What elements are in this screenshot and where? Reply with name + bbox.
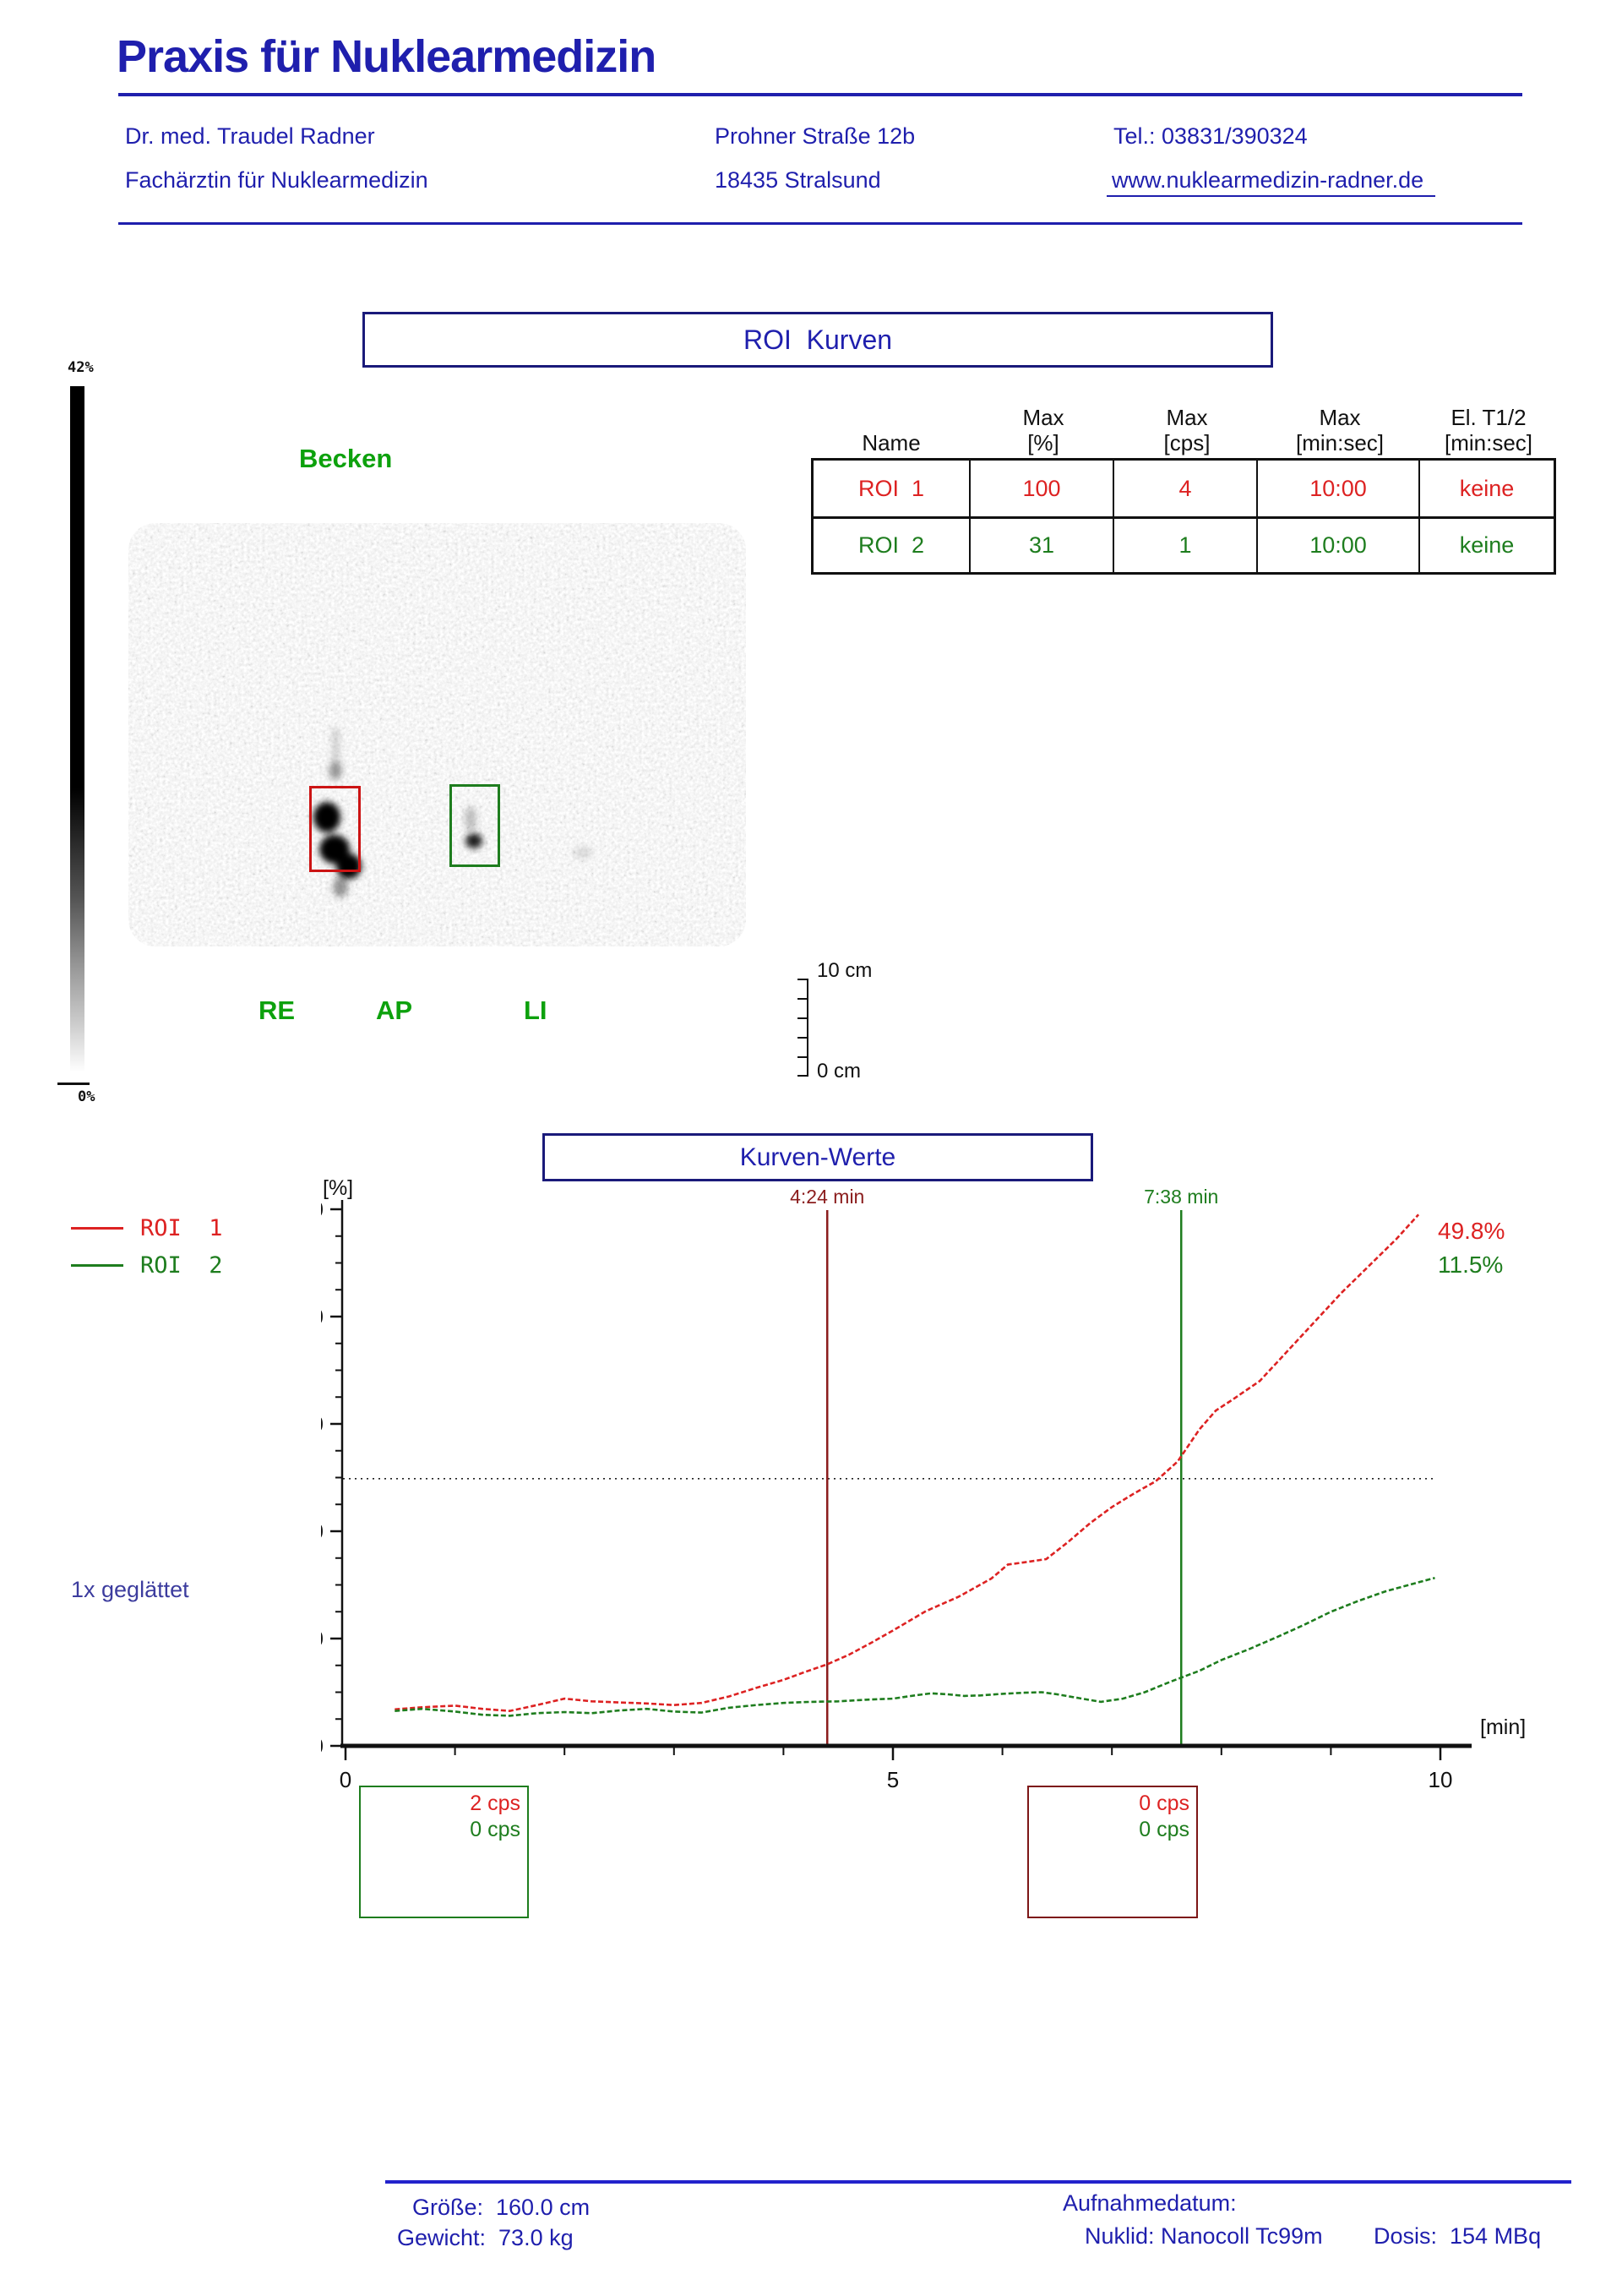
svg-text:0: 0: [340, 1767, 351, 1792]
cm-ruler-tick: [797, 1075, 808, 1077]
roi-table-body: ROI 1 100 4 10:00 keine ROI 2 31 1 10:00…: [811, 458, 1556, 575]
svg-text:11.5%: 11.5%: [1438, 1252, 1503, 1278]
svg-text:100: 100: [321, 1197, 324, 1222]
orientation-label-li: LI: [524, 995, 547, 1025]
legend-label-roi2: ROI 2: [140, 1252, 223, 1279]
nuclide-info: Nuklid: Nanocoll Tc99m: [1085, 2223, 1323, 2249]
svg-text:49.8%: 49.8%: [1438, 1218, 1505, 1244]
event-box-cps-label: 0 cps: [1139, 1792, 1189, 1815]
svg-text:4:24 min: 4:24 min: [790, 1186, 864, 1208]
address-city: 18435 Stralsund: [715, 167, 881, 193]
scintigraphy-image: [128, 523, 746, 946]
acquisition-date-label: Aufnahmedatum:: [1063, 2190, 1237, 2216]
ruler-top-label: 10 cm: [817, 959, 873, 982]
legend-item-roi1: ROI 1: [71, 1215, 223, 1241]
event-box-cps-label: 0 cps: [470, 1818, 520, 1841]
svg-text:7:38 min: 7:38 min: [1144, 1186, 1218, 1208]
ruler-bottom-label: 0 cm: [817, 1060, 862, 1083]
footer-divider: [385, 2180, 1571, 2184]
roi-table-header: Name Max [%] Max [cps] Max [min:sec] El. T1…: [862, 405, 1533, 455]
cm-ruler-tick: [797, 1037, 808, 1039]
page-title: Praxis für Nuklearmedizin: [117, 31, 656, 82]
cm-ruler-tick: [797, 1017, 808, 1019]
table-row-roi-1: ROI 1 100 4 10:00 keine: [814, 461, 1554, 516]
time-activity-chart: 4:24 min 7:38 min 0 20 40 60 80 100 0 5 10 [%] [min]…: [321, 1176, 1526, 1792]
svg-text:5: 5: [887, 1767, 899, 1792]
patient-height: Größe: 160.0 cm: [412, 2195, 591, 2220]
address-street: Prohner Straße 12b: [715, 123, 916, 149]
svg-text:40: 40: [321, 1519, 324, 1544]
smoothing-note: 1x geglättet: [71, 1577, 189, 1602]
chart-legend: ROI 1 ROI 2: [71, 1215, 223, 1290]
event-box: 2 cps 0 cps: [359, 1786, 529, 1918]
cm-ruler-tick: [797, 1056, 808, 1058]
cm-ruler-line: [807, 979, 808, 1077]
table-row-roi-2: ROI 2 31 1 10:00 keine: [814, 516, 1554, 572]
svg-text:0: 0: [321, 1733, 324, 1759]
hot-spots: [313, 728, 593, 897]
kurven-werte-title: Kurven-Werte: [739, 1143, 896, 1171]
cm-ruler-tick: [797, 979, 808, 980]
svg-text:[min]: [min]: [1480, 1715, 1526, 1739]
doctor-title: Fachärztin für Nuklearmedizin: [125, 167, 428, 193]
doctor-name: Dr. med. Traudel Radner: [125, 123, 375, 149]
image-label: Becken: [299, 444, 393, 473]
header-divider-top: [118, 93, 1522, 96]
colorbar-gradient: [70, 386, 84, 1079]
roi-kurven-title: ROI Kurven: [743, 324, 893, 355]
legend-line-roi2: [71, 1263, 123, 1267]
roi-2-rectangle: [449, 784, 500, 867]
header-divider-bottom: [118, 222, 1522, 225]
svg-text:80: 80: [321, 1304, 324, 1329]
legend-label-roi1: ROI 1: [140, 1214, 223, 1241]
roi-table: Name Max [%] Max [cps] Max [min:sec] El. T1…: [811, 390, 1556, 575]
roi-1-rectangle: [309, 786, 361, 872]
event-box: 0 cps 0 cps: [1027, 1786, 1198, 1918]
legend-item-roi2: ROI 2: [71, 1252, 223, 1279]
svg-text:[%]: [%]: [323, 1176, 353, 1200]
svg-text:10: 10: [1429, 1767, 1453, 1792]
orientation-label-ap: AP: [376, 995, 413, 1025]
event-box-cps-label: 2 cps: [470, 1792, 520, 1815]
cm-ruler-tick: [797, 998, 808, 1000]
colorbar-min-label: 0%: [78, 1088, 95, 1105]
legend-line-roi1: [71, 1226, 123, 1230]
colorbar-zero-tick: [57, 1083, 90, 1085]
svg-text:20: 20: [321, 1626, 324, 1651]
svg-text:60: 60: [321, 1411, 324, 1437]
event-box-cps-label: 0 cps: [1139, 1818, 1189, 1841]
roi-kurven-title-box: ROI Kurven: [362, 312, 1273, 368]
patient-weight: Gewicht: 73.0 kg: [397, 2225, 574, 2250]
dose-info: Dosis: 154 MBq: [1374, 2223, 1542, 2249]
orientation-label-re: RE: [259, 995, 296, 1025]
kurven-werte-title-box: Kurven-Werte: [542, 1133, 1093, 1181]
website-link[interactable]: www.nuklearmedizin-radner.de: [1107, 167, 1436, 197]
phone-number: Tel.: 03831/390324: [1113, 123, 1308, 149]
colorbar-max-label: 42%: [68, 359, 94, 376]
